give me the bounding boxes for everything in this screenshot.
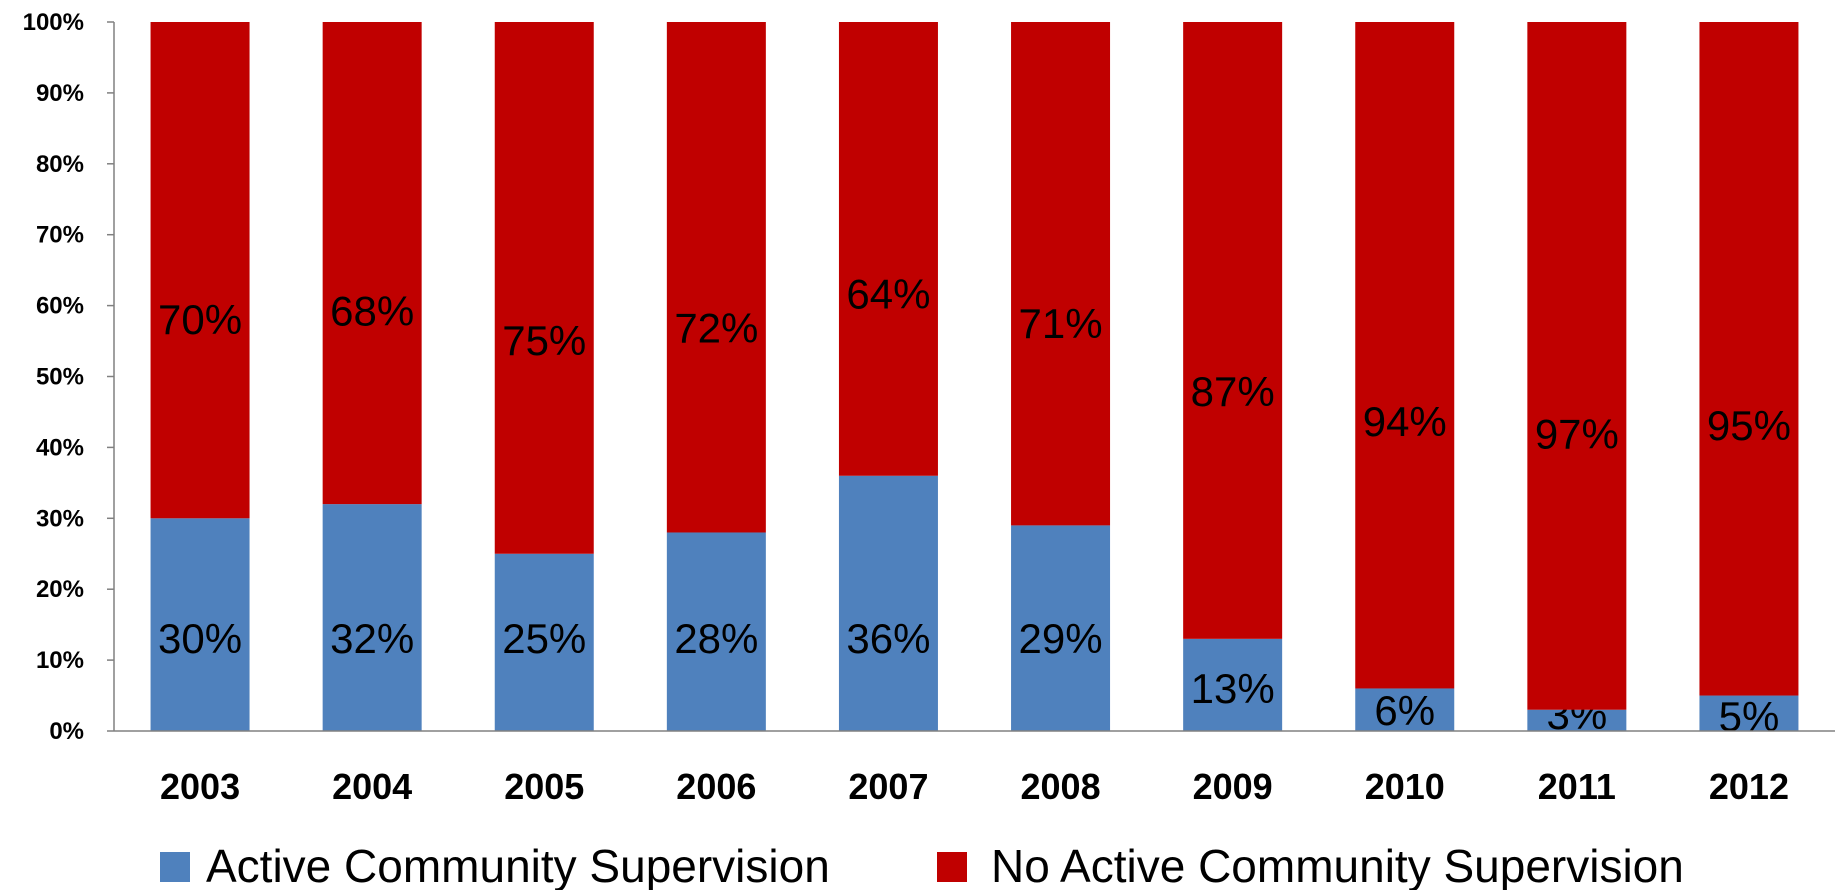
bar-stacks: 30% 70% 32% 68% 25% 75% 28% 72% 36% 64% 29% 71% 13% 8…: [150, 22, 1799, 740]
data-label: 6%: [1374, 687, 1435, 734]
x-tick-label: 2010: [1365, 766, 1445, 807]
bar-segment: [1183, 22, 1283, 639]
bar-segment: [1011, 525, 1111, 731]
x-tick-label: 2004: [332, 766, 412, 807]
bar-segment: [838, 22, 938, 476]
bar-segment: [1011, 22, 1111, 526]
y-tick-label: 100%: [23, 9, 84, 36]
bar-segment: [322, 22, 422, 505]
y-axis-ticks: 0% 10% 20% 30% 40% 50% 60% 70% 80% 90% 100%: [23, 9, 114, 745]
data-label: 13%: [1191, 665, 1275, 712]
data-label: 95%: [1707, 402, 1791, 449]
x-tick-label: 2009: [1193, 766, 1273, 807]
y-tick-label: 90%: [36, 80, 84, 107]
y-tick-label: 10%: [36, 647, 84, 674]
legend-swatch: [937, 852, 967, 882]
bar-segment: [322, 504, 422, 731]
y-tick-label: 30%: [36, 505, 84, 532]
data-label: 28%: [674, 615, 758, 662]
data-label: 5%: [1719, 693, 1780, 740]
legend-label: Active Community Supervision: [206, 840, 830, 890]
data-label: 71%: [1019, 300, 1103, 347]
legend-swatch: [160, 852, 190, 882]
data-label: 68%: [330, 287, 414, 334]
data-label: 87%: [1191, 368, 1275, 415]
data-label: 75%: [502, 317, 586, 364]
x-tick-label: 2011: [1538, 766, 1616, 807]
y-tick-label: 80%: [36, 151, 84, 178]
bar-segment: [1699, 22, 1799, 696]
data-label: 70%: [158, 296, 242, 343]
x-tick-label: 2007: [848, 766, 928, 807]
bar-segment: [150, 518, 250, 731]
legend: Active Community Supervision No Active Co…: [160, 840, 1684, 892]
y-tick-label: 40%: [36, 434, 84, 461]
data-label: 25%: [502, 615, 586, 662]
data-label: 30%: [158, 615, 242, 662]
bar-segment: [666, 22, 766, 533]
bar-segment: [494, 553, 594, 731]
y-tick-label: 0%: [49, 718, 84, 745]
data-label: 29%: [1019, 615, 1103, 662]
bar-segment: [838, 475, 938, 731]
y-tick-label: 50%: [36, 364, 84, 391]
bar-segment: [150, 22, 250, 519]
data-label: 64%: [846, 270, 930, 317]
bar-segment: [666, 532, 766, 731]
data-label: 72%: [674, 304, 758, 351]
bar-segment: [1527, 709, 1627, 731]
bar-segment: [1699, 695, 1799, 731]
bar-segment: [1355, 688, 1455, 731]
data-label: 36%: [846, 615, 930, 662]
data-label: 97%: [1535, 411, 1619, 458]
x-tick-label: 2012: [1709, 766, 1789, 807]
y-tick-label: 70%: [36, 222, 84, 249]
bar-segment: [494, 22, 594, 554]
data-label: 94%: [1363, 398, 1447, 445]
x-axis-ticks: 2003 2004 2005 2006 2007 2008 2009 2010 2011 2012: [160, 766, 1789, 807]
bar-segment: [1355, 22, 1455, 689]
x-tick-label: 2005: [504, 766, 584, 807]
data-label: 32%: [330, 615, 414, 662]
x-tick-label: 2008: [1021, 766, 1101, 807]
y-tick-label: 20%: [36, 576, 84, 603]
bar-segment: [1527, 22, 1627, 710]
y-tick-label: 60%: [36, 293, 84, 320]
x-tick-label: 2003: [160, 766, 240, 807]
legend-label: No Active Community Supervision: [991, 840, 1684, 890]
bar-segment: [1183, 638, 1283, 731]
x-tick-label: 2006: [676, 766, 756, 807]
